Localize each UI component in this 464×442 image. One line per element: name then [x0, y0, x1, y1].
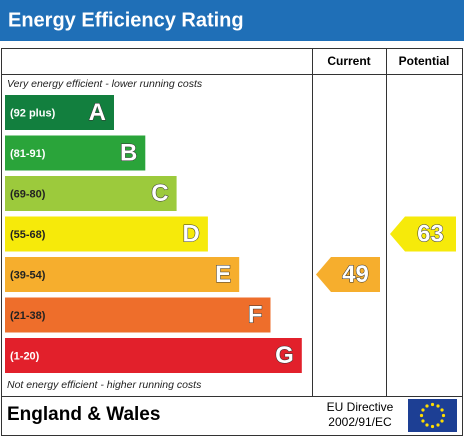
eu-star: [440, 419, 444, 423]
eu-star: [419, 413, 424, 418]
band-letter: F: [248, 301, 263, 328]
region: England & Wales: [7, 404, 160, 425]
band-bar: [5, 297, 271, 333]
band-bar: [5, 338, 302, 373]
band-bar: [5, 257, 240, 292]
eu-star: [430, 402, 435, 407]
column-header: Potential: [399, 54, 450, 68]
directive: 2002/91/EC: [328, 415, 392, 429]
eu-star: [440, 408, 444, 412]
frame: [1, 48, 463, 436]
band-bar: [5, 176, 177, 211]
rating-value: 63: [417, 220, 444, 247]
band-letter: B: [120, 139, 137, 166]
band-range: (92 plus): [10, 107, 56, 119]
eu-star: [436, 423, 440, 427]
title: Energy Efficiency Rating: [8, 9, 244, 31]
band-bar: [5, 216, 208, 252]
rating-arrow: [316, 257, 380, 292]
band-letter: A: [89, 99, 106, 126]
column-header: Current: [327, 54, 370, 68]
eu-stars: [419, 402, 446, 429]
band-range: (81-91): [10, 148, 46, 160]
band-range: (21-38): [10, 310, 46, 322]
eu-star: [421, 408, 425, 412]
band-letter: E: [215, 261, 231, 288]
band-range: (1-20): [10, 350, 40, 362]
eu-star: [430, 424, 435, 429]
band-range: (55-68): [10, 229, 46, 241]
eu-star: [436, 404, 440, 408]
eu-star: [421, 419, 425, 423]
title-bar: [0, 0, 464, 41]
directive: EU Directive: [327, 400, 394, 414]
bottom-note: Not energy efficient - higher running co…: [7, 379, 202, 391]
band-letter: C: [151, 180, 168, 207]
band-bar: [5, 95, 114, 130]
band-bar: [5, 135, 146, 171]
rating-value: 49: [342, 261, 369, 288]
band-letter: D: [183, 220, 200, 247]
eu-star: [441, 413, 446, 418]
top-note: Very energy efficient - lower running co…: [7, 78, 203, 90]
band-range: (39-54): [10, 269, 46, 281]
rating-arrow: [390, 216, 456, 252]
band-range: (69-80): [10, 188, 46, 200]
band-letter: G: [275, 342, 294, 369]
eu-star: [425, 423, 429, 427]
eu-star: [425, 404, 429, 408]
